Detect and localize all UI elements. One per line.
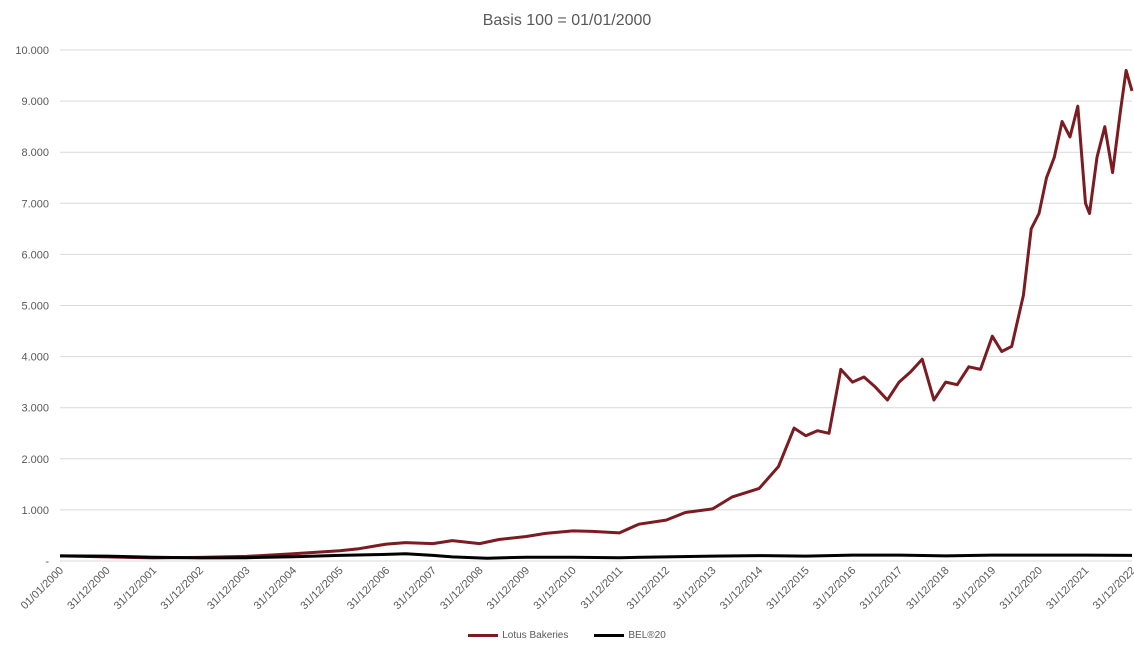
x-tick-label: 31/12/2007 [392, 565, 439, 612]
x-tick-label: 31/12/2012 [625, 565, 672, 612]
x-tick-label: 31/12/2010 [531, 565, 578, 612]
y-tick-label: 4.000 [21, 352, 49, 364]
series-lines [59, 68, 1134, 560]
x-tick-label: 31/12/2003 [205, 565, 252, 612]
x-tick-label: 31/12/2008 [438, 565, 485, 612]
chart-title: Basis 100 = 01/01/2000 [482, 12, 652, 29]
x-tick-label: 31/12/2013 [671, 565, 718, 612]
x-tick-label: 01/01/2000 [19, 565, 66, 612]
y-tick-label: - [45, 556, 49, 568]
x-tick-label: 31/12/2021 [1044, 565, 1091, 612]
y-tick-label: 5.000 [21, 301, 49, 313]
y-tick-label: 7.000 [21, 198, 49, 210]
x-tick-label: 31/12/2022 [1091, 565, 1134, 612]
y-tick-label: 9.000 [21, 96, 49, 108]
x-tick-label: 31/12/2014 [718, 565, 765, 612]
x-tick-label: 31/12/2020 [997, 565, 1044, 612]
x-tick-label: 31/12/2018 [904, 565, 951, 612]
x-tick-label: 31/12/2004 [252, 565, 299, 612]
x-tick-label: 31/12/2015 [764, 565, 811, 612]
x-tick-label: 31/12/2011 [579, 565, 626, 612]
x-tick-label: 31/12/2001 [112, 565, 159, 612]
x-tick-label: 31/12/2002 [159, 565, 206, 612]
legend-swatch-lotus [468, 634, 499, 637]
legend-item-bel20: BEL®20 [594, 630, 666, 641]
y-tick-label: 2.000 [21, 454, 49, 466]
y-tick-label: 1.000 [21, 505, 49, 517]
legend-item-lotus: Lotus Bakeries [468, 630, 568, 641]
y-tick-label: 3.000 [21, 403, 49, 415]
series-line-lotus-bakeries [59, 68, 1134, 560]
legend-label-bel20: BEL®20 [628, 630, 666, 641]
x-tick-label: 31/12/2019 [951, 565, 998, 612]
x-tick-label: 31/12/2017 [858, 565, 905, 612]
series-line-bel20 [59, 552, 1133, 560]
y-axis-ticks: - 1.000 2.000 3.000 4.000 5.000 6.000 7.000 8.00… [15, 45, 49, 568]
x-tick-label: 31/12/2016 [811, 565, 858, 612]
x-tick-label: 31/12/2006 [345, 565, 392, 612]
x-tick-label: 31/12/2005 [298, 565, 345, 612]
legend: Lotus Bakeries BEL®20 [0, 630, 1134, 641]
y-tick-label: 10.000 [15, 45, 49, 57]
y-tick-label: 6.000 [21, 249, 49, 261]
x-tick-label: 31/12/2000 [65, 565, 112, 612]
x-tick-label: 31/12/2009 [485, 565, 532, 612]
legend-swatch-bel20 [594, 634, 625, 637]
grid-lines [60, 49, 1132, 562]
y-tick-label: 8.000 [21, 147, 49, 159]
legend-label-lotus: Lotus Bakeries [502, 630, 569, 641]
x-axis-ticks: 01/01/2000 31/12/2000 31/12/2001 31/12/2002… [19, 565, 1134, 612]
